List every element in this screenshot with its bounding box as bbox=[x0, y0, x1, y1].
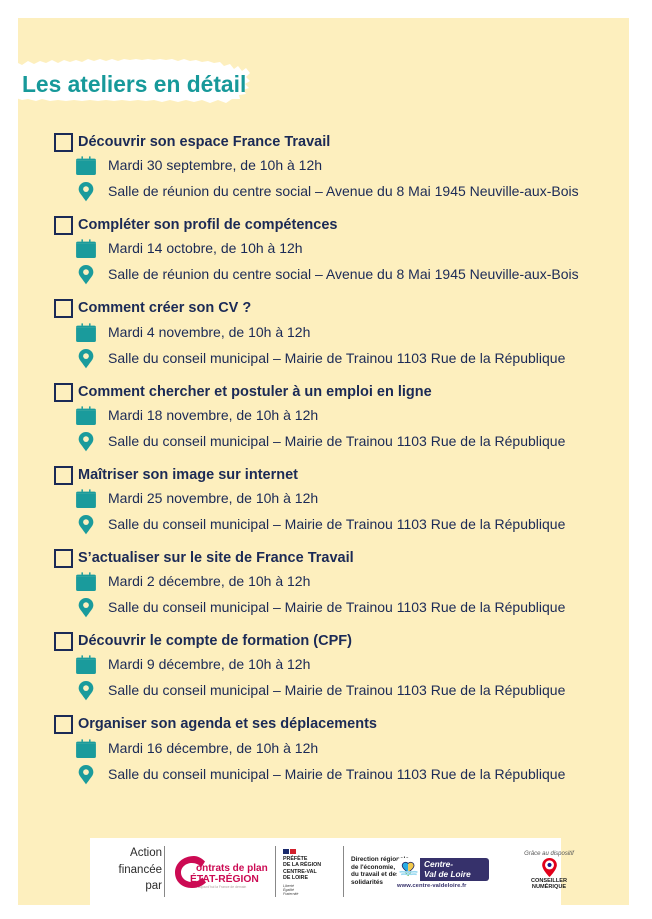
svg-text:ontrats de plan: ontrats de plan bbox=[196, 863, 268, 874]
